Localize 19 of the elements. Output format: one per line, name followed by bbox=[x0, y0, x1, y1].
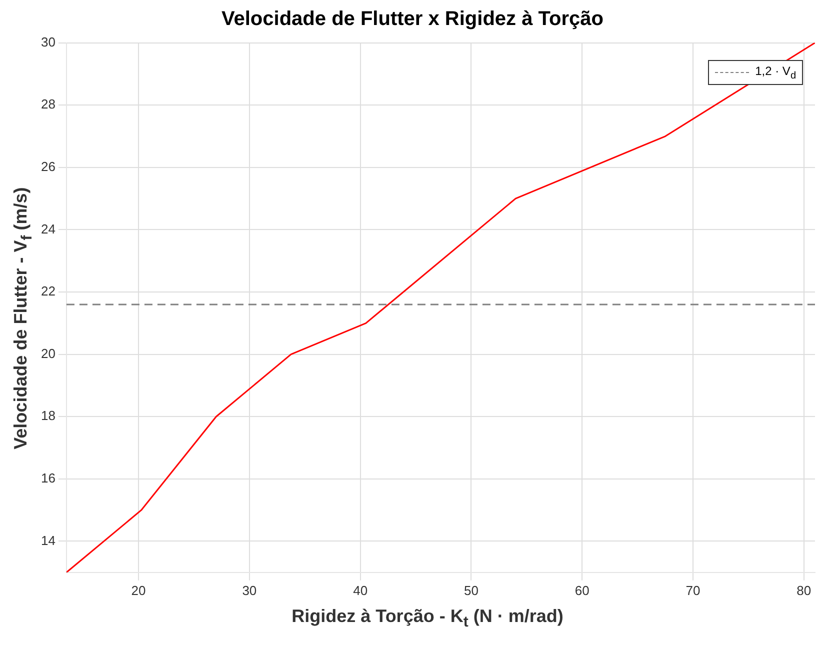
x-tick-label: 30 bbox=[242, 582, 257, 598]
chart-title: Velocidade de Flutter x Rigidez à Torção bbox=[220, 8, 604, 31]
y-tick-label: 20 bbox=[40, 346, 56, 361]
x-axis-title: Rigidez à Torção - K$_{t}$ (N · m/rad) bbox=[290, 606, 564, 631]
y-tick-label: 30 bbox=[40, 34, 56, 50]
legend-label: 1,2 · V$_{d}$ bbox=[755, 64, 796, 82]
x-tick-label: 80 bbox=[796, 582, 812, 598]
x-tick-label: 60 bbox=[574, 582, 590, 598]
x-tick-label: 50 bbox=[464, 582, 478, 598]
y-tick-label: 16 bbox=[40, 470, 56, 486]
x-tick-label: 70 bbox=[686, 582, 700, 598]
y-tick-label: 24 bbox=[40, 221, 56, 236]
x-tick-label: 40 bbox=[353, 582, 368, 598]
y-tick-label: 26 bbox=[40, 158, 56, 174]
x-tick-label: 20 bbox=[131, 582, 146, 598]
y-tick-label: 18 bbox=[40, 408, 56, 424]
y-tick-label: 22 bbox=[40, 284, 56, 299]
y-tick-label: 14 bbox=[40, 532, 56, 548]
y-tick-label: 28 bbox=[40, 96, 56, 112]
